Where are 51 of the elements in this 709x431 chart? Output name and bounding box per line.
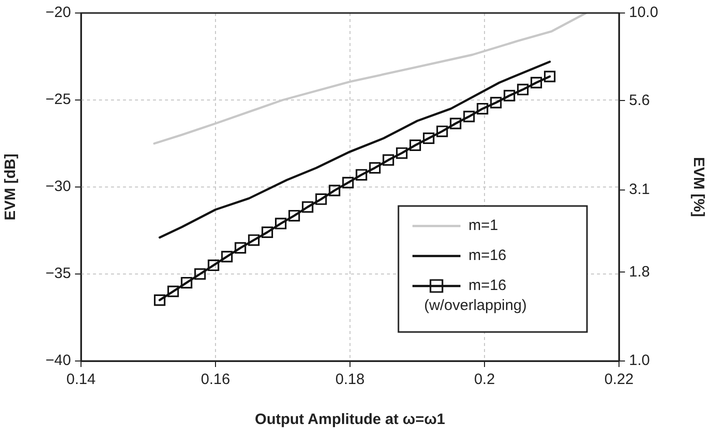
point — [504, 90, 516, 102]
y-axis-title: EVM [dB] — [2, 154, 20, 220]
legend-label: m=16 — [468, 247, 506, 264]
point — [248, 234, 260, 246]
point — [356, 169, 368, 181]
point — [463, 110, 475, 122]
point — [154, 294, 166, 306]
y2-tick-label: 1.8 — [629, 263, 650, 280]
point — [221, 250, 233, 262]
x-tick-label: 0.14 — [66, 371, 96, 388]
point — [369, 162, 381, 174]
y2-tick-label: 10.0 — [629, 4, 658, 22]
point — [262, 226, 274, 238]
point — [450, 118, 462, 130]
point — [436, 126, 448, 138]
y2-tick-label: 5.6 — [629, 92, 650, 109]
point — [396, 147, 408, 159]
x-tick-label: 0.22 — [604, 371, 634, 388]
y2-tick-label: 3.1 — [629, 181, 650, 198]
y2-tick-label: 1.0 — [629, 352, 650, 370]
point — [409, 139, 421, 151]
y2-axis-title: EVM [%] — [690, 157, 707, 218]
point — [302, 201, 314, 213]
y-tick-label: −25 — [46, 91, 71, 108]
y-tick-label: −35 — [46, 265, 71, 282]
point — [490, 96, 502, 108]
point — [194, 268, 206, 280]
point — [422, 132, 434, 144]
point — [517, 84, 529, 96]
legend-label: m=1 — [468, 217, 498, 234]
point — [208, 260, 220, 272]
point — [274, 218, 286, 230]
y-tick-label: −20 — [46, 4, 71, 22]
x-tick-label: 0.16 — [200, 371, 230, 388]
point — [234, 242, 246, 254]
point — [544, 70, 556, 82]
y-tick-label: −40 — [46, 352, 71, 370]
point — [180, 276, 192, 288]
point — [342, 176, 354, 188]
x-tick-label: 0.18 — [335, 371, 365, 388]
x-axis-title: Output Amplitude at ω=ω1 — [254, 411, 446, 428]
y-tick-label: −30 — [46, 178, 71, 196]
point — [476, 102, 488, 114]
point — [530, 76, 542, 88]
legend-label: m=16 (w/overlapping) — [424, 277, 527, 314]
point — [328, 184, 340, 196]
point — [167, 286, 179, 298]
point — [382, 154, 394, 166]
point — [315, 193, 327, 205]
x-tick-label: 0.2 — [474, 371, 495, 388]
point — [288, 210, 300, 222]
